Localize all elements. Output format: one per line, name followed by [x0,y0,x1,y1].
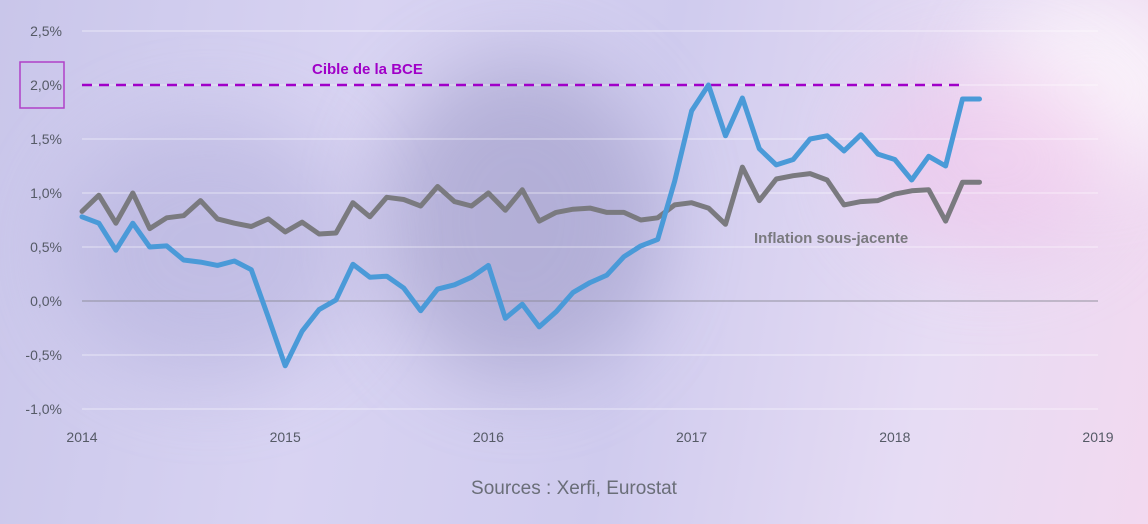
y-tick-label: 0,0% [30,293,62,309]
x-tick-label: 2018 [879,429,910,445]
x-tick-label: 2015 [270,429,301,445]
x-axis: 2014 2015 2016 2017 2018 2019 [66,429,1113,445]
y-tick-label: 1,0% [30,185,62,201]
x-tick-label: 2017 [676,429,707,445]
background-blur [60,120,360,380]
target-highlight-box [19,61,65,109]
y-tick-label: 0,5% [30,239,62,255]
background-glow [860,60,1120,260]
x-tick-label: 2014 [66,429,97,445]
y-tick-label: -0,5% [25,347,62,363]
source-note: Sources : Xerfi, Eurostat [471,478,677,499]
y-tick-label: 2,0% [30,77,62,93]
background-blur [380,60,660,380]
series-lines [79,82,982,369]
series-label-core-inflation: Inflation sous-jacente [754,230,908,247]
series-line-core-inflation [79,164,982,237]
y-tick-label: -1,0% [25,401,62,417]
y-tick-label: 2,5% [30,23,62,39]
target-label: Cible de la BCE [312,61,423,78]
y-axis: 2,5% 2,0% 1,5% 1,0% 0,5% 0,0% -0,5% -1,0% [25,23,62,417]
gridlines [82,30,1098,410]
x-tick-label: 2019 [1082,429,1113,445]
x-tick-label: 2016 [473,429,504,445]
y-tick-label: 1,5% [30,131,62,147]
series-line-headline-inflation [79,82,982,369]
